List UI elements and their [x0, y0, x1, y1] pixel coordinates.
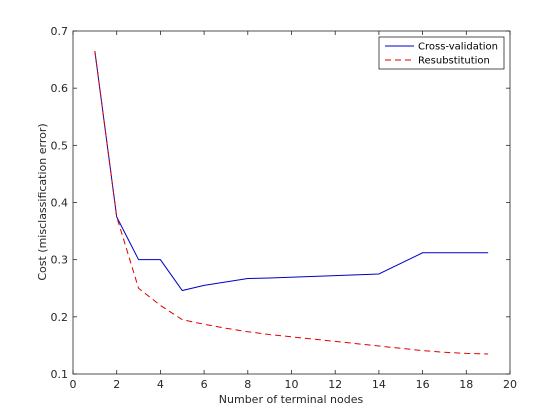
y-tick-label: 0.2 — [51, 311, 69, 324]
x-tick-label: 12 — [328, 378, 342, 391]
x-axis-title: Number of terminal nodes — [219, 393, 364, 406]
y-axis-title: Cost (misclassification error) — [36, 123, 49, 280]
x-tick-label: 8 — [244, 378, 251, 391]
x-tick-label: 14 — [372, 378, 386, 391]
legend-box — [378, 36, 505, 70]
x-tick-label: 16 — [416, 378, 430, 391]
x-tick-label: 2 — [113, 378, 120, 391]
legend: Cross-validation Resubstitution — [378, 36, 505, 70]
y-tick-label: 0.4 — [51, 197, 69, 210]
y-tick-label: 0.7 — [51, 25, 69, 38]
legend-label-resubstitution: Resubstitution — [418, 56, 490, 67]
y-tick-label: 0.5 — [51, 139, 69, 152]
x-tick-label: 4 — [157, 378, 164, 391]
x-axis-ticks: 0 2 4 6 8 10 12 14 16 18 20 — [70, 31, 517, 391]
x-tick-label: 20 — [503, 378, 517, 391]
plot-area — [73, 31, 510, 374]
series-layer — [94, 50, 489, 355]
y-axis-ticks: 0.1 0.2 0.3 0.4 0.5 0.6 0.7 — [51, 25, 510, 381]
legend-label-cross-validation: Cross-validation — [418, 42, 498, 53]
y-tick-label: 0.3 — [51, 254, 69, 267]
y-tick-label: 0.1 — [51, 368, 69, 381]
x-tick-label: 18 — [459, 378, 473, 391]
y-tick-label: 0.6 — [51, 82, 69, 95]
x-tick-label: 0 — [70, 378, 77, 391]
x-tick-label: 10 — [285, 378, 299, 391]
x-tick-label: 6 — [201, 378, 208, 391]
series-line-cross-validation — [94, 50, 489, 292]
